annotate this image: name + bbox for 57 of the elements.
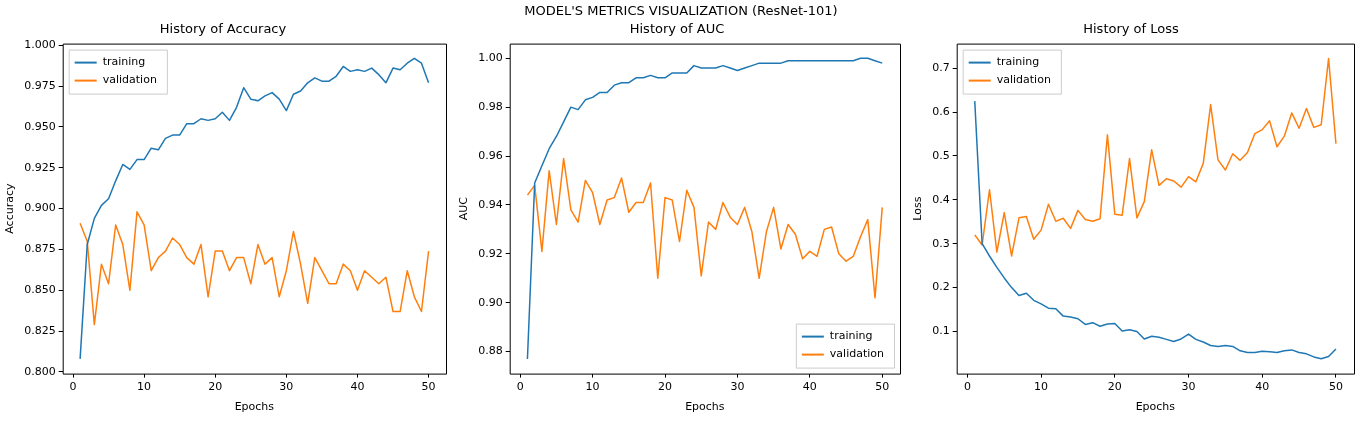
x-tick-label: 40 (350, 380, 365, 394)
y-tick-label: 0.925 (24, 160, 56, 174)
legend-label: training (996, 55, 1040, 69)
y-tick-label: 0.950 (24, 119, 56, 133)
text: MODEL'S METRICS VISUALIZATION (ResNet-101) (524, 3, 838, 18)
y-tick-label: 1.000 (24, 38, 56, 52)
x-tick-label: 30 (279, 380, 294, 394)
x-tick-label: 40 (802, 380, 817, 394)
y-tick-label: 1.00 (478, 51, 503, 65)
x-tick-label: 10 (137, 380, 152, 394)
y-tick-label: 0.5 (932, 148, 950, 162)
x-tick-label: 10 (585, 380, 600, 394)
y-tick-label: 0.94 (478, 197, 503, 211)
x-tick-label: 20 (658, 380, 673, 394)
x-tick-label: 50 (421, 380, 436, 394)
y-tick-label: 0.90 (478, 295, 503, 309)
y-tick-label: 0.88 (478, 344, 503, 358)
y-tick-label: 0.875 (24, 242, 56, 256)
x-axis-title: Epochs (1135, 400, 1176, 414)
y-tick-label: 0.1 (932, 324, 950, 338)
chart-title: History of Accuracy (159, 21, 287, 37)
chart-title: History of AUC (629, 21, 725, 37)
y-axis-title: Loss (911, 196, 925, 221)
legend-label: validation (996, 73, 1051, 87)
x-tick-label: 0 (963, 380, 971, 394)
y-tick-label: 0.900 (24, 201, 56, 215)
x-tick-label: 40 (1255, 380, 1270, 394)
y-tick-label: 0.975 (24, 78, 56, 92)
y-tick-label: 0.98 (478, 100, 503, 114)
y-tick-label: 0.800 (24, 364, 56, 378)
x-tick-label: 0 (69, 380, 77, 394)
x-tick-label: 30 (1181, 380, 1196, 394)
x-tick-label: 20 (208, 380, 223, 394)
x-tick-label: 50 (1328, 380, 1343, 394)
y-tick-label: 0.2 (932, 280, 950, 294)
x-tick-label: 0 (516, 380, 524, 394)
chart-title: History of Loss (1083, 21, 1179, 37)
y-tick-label: 0.96 (478, 148, 503, 162)
x-tick-label: 30 (730, 380, 745, 394)
y-tick-label: 0.4 (932, 192, 950, 206)
x-axis-title: Epochs (234, 400, 275, 414)
x-tick-label: 20 (1107, 380, 1122, 394)
legend-label: validation (102, 73, 157, 87)
x-axis-title: Epochs (685, 400, 725, 414)
x-tick-label: 50 (875, 380, 890, 394)
x-tick-label: 10 (1034, 380, 1049, 394)
y-tick-label: 0.3 (932, 236, 950, 250)
y-tick-label: 0.825 (24, 323, 56, 337)
y-axis-title: AUC (457, 196, 471, 221)
y-tick-label: 0.6 (932, 104, 950, 118)
y-axis-title: Accuracy (3, 183, 17, 234)
y-tick-label: 0.7 (932, 61, 950, 75)
y-tick-label: 0.92 (478, 246, 503, 260)
y-tick-label: 0.850 (24, 283, 56, 297)
legend-label: validation (829, 347, 885, 361)
legend-label: training (102, 55, 146, 69)
legend-label: training (829, 329, 873, 343)
